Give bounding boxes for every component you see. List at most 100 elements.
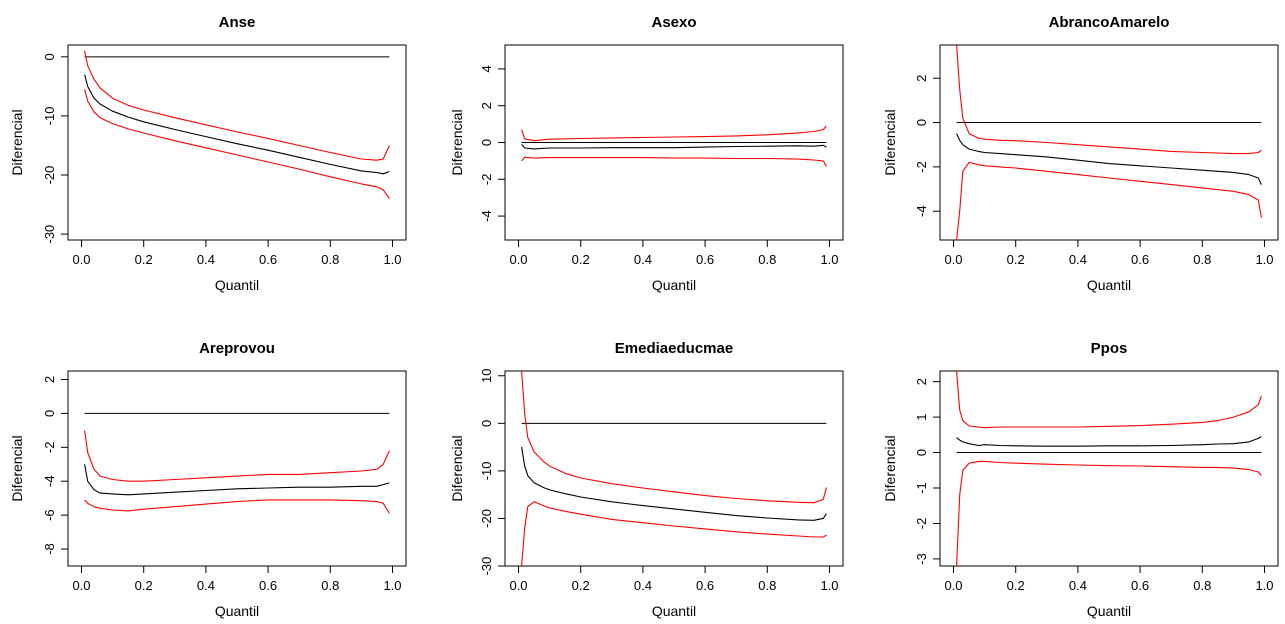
panel-title: Anse [219,14,256,31]
x-axis-label: Quantil [1087,603,1131,619]
x-tick-label: 0.6 [259,252,277,267]
panel-2: AbrancoAmarelo 0.0 0.2 0.4 0.6 0.8 1.0 Quantil -… [882,14,1279,293]
y-axis-label: Diferencial [9,435,25,501]
panel-5: Ppos 0.0 0.2 0.4 0.6 0.8 1.0 Quantil -3 -2 -1 0 1 2 Di… [882,340,1279,619]
x-tick-label: 0.0 [72,578,90,593]
series-upper-line [84,430,390,482]
y-axis-label: Diferencial [9,109,25,175]
y-tick-label: 1 [914,413,929,420]
y-tick-label: -4 [479,210,494,222]
y-tick-label: 0 [42,53,57,60]
series-estimate-line [521,447,827,521]
x-tick-label: 1.0 [1255,578,1273,593]
y-tick-label: 0 [42,410,57,417]
x-tick-label: 1.0 [820,578,838,593]
series-upper-line [956,371,1262,429]
x-tick-label: 0.8 [1193,578,1211,593]
x-tick-label: 0.2 [572,578,590,593]
y-tick-label: 2 [479,102,494,109]
series-estimate-line [521,143,827,150]
x-axis-label: Quantil [652,603,696,619]
x-axis-label: Quantil [652,277,696,293]
x-tick-label: 0.6 [259,578,277,593]
panel-3: Areprovou 0.0 0.2 0.4 0.6 0.8 1.0 Quantil -8 -6 -4… [9,340,407,619]
plot-frame [504,370,844,567]
x-tick-label: 0.2 [572,252,590,267]
y-tick-label: 2 [42,376,57,383]
series-lower-line [956,161,1262,240]
x-tick-label: 0.4 [634,252,652,267]
series-upper-line [84,50,390,161]
plot-frame [939,370,1279,567]
plot-frame [67,370,407,567]
x-tick-label: 0.0 [72,252,90,267]
y-tick-label: -1 [914,482,929,494]
panel-title: Areprovou [199,340,275,357]
x-tick-label: 0.0 [944,252,962,267]
y-axis-label: Diferencial [449,435,465,501]
x-tick-label: 0.2 [135,252,153,267]
y-tick-label: -8 [42,543,57,555]
x-tick-label: 0.4 [197,252,215,267]
series-upper-line [521,125,827,142]
x-tick-label: 0.2 [1007,252,1025,267]
x-tick-label: 0.8 [321,578,339,593]
y-tick-label: 0 [479,139,494,146]
y-tick-label: 10 [479,369,494,383]
x-tick-label: 0.2 [135,578,153,593]
y-tick-label: -6 [42,509,57,521]
y-tick-label: -2 [42,442,57,454]
series-estimate-line [84,464,390,496]
panel-title: AbrancoAmarelo [1049,14,1170,31]
y-tick-label: -10 [479,461,494,480]
y-tick-label: -10 [42,107,57,126]
series-lower-line [521,156,827,167]
panel-title: Ppos [1091,340,1128,357]
y-tick-label: -4 [914,205,929,217]
x-tick-label: 0.4 [634,578,652,593]
x-tick-label: 0.4 [197,578,215,593]
y-tick-label: 0 [914,449,929,456]
plot-frame [67,44,407,241]
series-estimate-line [84,74,390,175]
x-tick-label: 1.0 [383,252,401,267]
y-tick-label: 2 [914,75,929,82]
x-axis-label: Quantil [215,603,259,619]
y-tick-label: -30 [479,557,494,576]
panel-1: Asexo 0.0 0.2 0.4 0.6 0.8 1.0 Quantil -4 -2 0 2 4 Dif… [449,14,844,293]
x-tick-label: 1.0 [1255,252,1273,267]
x-tick-label: 0.6 [1131,252,1149,267]
y-tick-label: -2 [914,518,929,530]
x-tick-label: 0.2 [1007,578,1025,593]
x-tick-label: 1.0 [820,252,838,267]
y-axis-label: Diferencial [882,435,898,501]
y-tick-label: -20 [479,509,494,528]
series-upper-line [521,371,827,504]
y-tick-label: 2 [914,378,929,385]
series-lower-line [84,89,390,199]
x-tick-label: 0.0 [509,252,527,267]
panel-title: Emediaeducmae [615,340,733,357]
y-tick-label: -20 [42,166,57,185]
y-axis-label: Diferencial [449,109,465,175]
series-lower-line [956,460,1262,566]
x-tick-label: 0.6 [696,252,714,267]
y-tick-label: -3 [914,553,929,565]
x-tick-label: 0.0 [944,578,962,593]
y-tick-label: -4 [42,475,57,487]
series-lower-line [521,501,827,566]
x-tick-label: 0.8 [758,578,776,593]
x-tick-label: 1.0 [383,578,401,593]
y-tick-label: 4 [479,65,494,72]
x-tick-label: 0.4 [1069,252,1087,267]
y-axis-label: Diferencial [882,109,898,175]
x-tick-label: 0.6 [1131,578,1149,593]
y-tick-label: 0 [479,420,494,427]
panel-title: Asexo [651,14,696,31]
x-tick-label: 0.4 [1069,578,1087,593]
series-estimate-line [956,436,1262,447]
panel-0: Anse 0.0 0.2 0.4 0.6 0.8 1.0 Quantil -30 -20 -10 0 D… [9,14,407,293]
x-tick-label: 0.6 [696,578,714,593]
x-axis-label: Quantil [215,277,259,293]
